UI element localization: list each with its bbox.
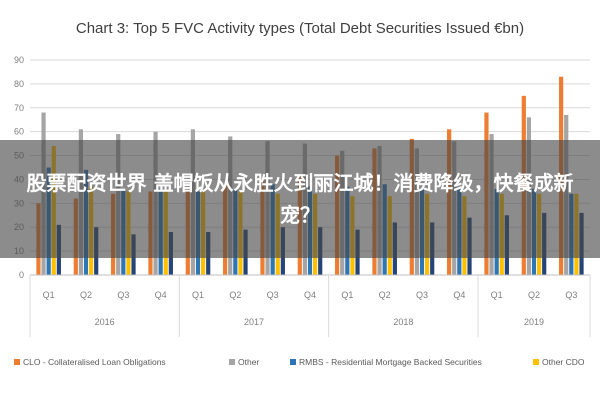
legend-label: CLO - Collateralised Loan Obligations <box>23 357 166 367</box>
x-tick-label: Q2 <box>528 290 540 300</box>
x-tick-label: Q1 <box>491 290 503 300</box>
legend-label: Other <box>238 357 259 367</box>
legend-label: Other CDO <box>542 357 585 367</box>
legend-swatch <box>14 359 20 365</box>
y-tick-label: 0 <box>19 270 24 280</box>
x-tick-label: Q4 <box>155 290 167 300</box>
x-tick-label: Q1 <box>192 290 204 300</box>
chart-title: Chart 3: Top 5 FVC Activity types (Total… <box>76 20 524 37</box>
x-tick-label: Q2 <box>80 290 92 300</box>
x-tick-label: Q3 <box>117 290 129 300</box>
headline-text: 股票配资世界 盖帽饭从永胜火到丽江城！消费降级，快餐成新宠？ <box>26 171 574 227</box>
year-label: 2016 <box>95 317 115 327</box>
legend-swatch <box>229 359 235 365</box>
year-label: 2018 <box>393 317 413 327</box>
x-tick-label: Q1 <box>341 290 353 300</box>
headline-banner: 股票配资世界 盖帽饭从永胜火到丽江城！消费降级，快餐成新宠？ <box>0 140 600 258</box>
x-tick-label: Q3 <box>267 290 279 300</box>
x-tick-label: Q4 <box>304 290 316 300</box>
y-tick-label: 60 <box>14 127 24 137</box>
year-label: 2017 <box>244 317 264 327</box>
x-tick-label: Q2 <box>229 290 241 300</box>
x-axis: Q1 Q2 Q3 Q4 Q1 Q2 Q3 Q4 Q1 Q2 Q3 Q4 Q1 Q2 Q3 2016 2017 20… <box>29 274 591 337</box>
y-tick-label: 90 <box>14 55 24 65</box>
legend-swatch <box>533 359 539 365</box>
x-tick-label: Q3 <box>565 290 577 300</box>
x-tick-label: Q2 <box>379 290 391 300</box>
x-tick-label: Q4 <box>453 290 465 300</box>
legend: CLO - Collateralised Loan Obligations Oth… <box>14 357 585 367</box>
x-tick-label: Q1 <box>43 290 55 300</box>
y-tick-label: 70 <box>14 103 24 113</box>
legend-swatch <box>290 359 296 365</box>
x-tick-label: Q3 <box>416 290 428 300</box>
y-tick-label: 80 <box>14 79 24 89</box>
legend-label: RMBS - Residential Mortgage Backed Secur… <box>299 357 482 367</box>
year-label: 2019 <box>524 317 544 327</box>
